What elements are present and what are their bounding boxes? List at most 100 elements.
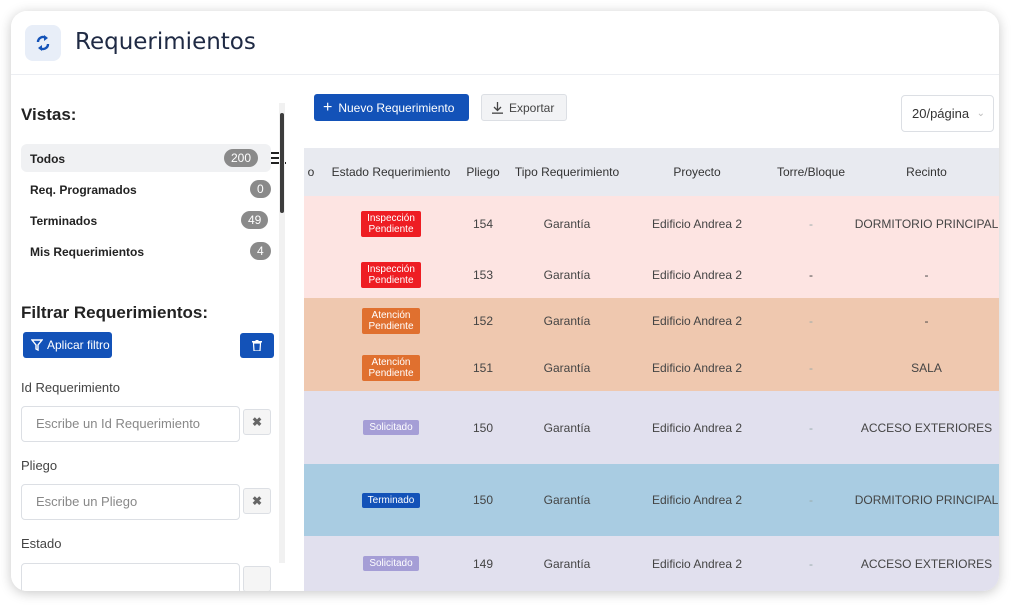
view-count-badge: 200	[224, 149, 259, 167]
cell-proyecto: Edificio Andrea 2	[651, 360, 743, 375]
cell-recinto: ACCESO EXTERIORES	[860, 420, 993, 435]
apply-filter-button[interactable]: Aplicar filtro	[23, 332, 112, 358]
funnel-icon	[31, 339, 43, 351]
status-badge-line: Terminado	[367, 494, 415, 506]
cell-tipo: Garantía	[543, 314, 591, 328]
estado-label: Estado	[21, 536, 62, 551]
cell-pliego: 152	[472, 314, 494, 328]
table-row[interactable]: Solicitado 149 Garantía Edificio Andrea 2 - A…	[304, 536, 999, 591]
cell-recinto: -	[924, 267, 929, 282]
column-header-estado[interactable]: Estado Requerimiento	[331, 165, 451, 179]
page-header: Requerimientos	[11, 11, 999, 75]
cell-torre: -	[809, 420, 813, 435]
status-badge-line: Inspección	[367, 212, 415, 224]
status-badge: Atención Pendiente	[362, 354, 420, 381]
column-header-recinto[interactable]: Recinto	[906, 165, 947, 179]
cell-torre: -	[809, 314, 813, 328]
status-badge-line: Solicitado	[369, 422, 413, 433]
status-badge-line: Pendiente	[368, 223, 414, 235]
cell-recinto: SALA	[911, 360, 942, 375]
plus-icon: +	[323, 98, 333, 116]
column-header-torre[interactable]: Torre/Bloque	[776, 165, 846, 179]
export-button[interactable]: Exportar	[481, 94, 567, 121]
apply-filter-label: Aplicar filtro	[47, 338, 110, 352]
cell-estado: Solicitado	[320, 391, 462, 464]
column-header-pliego[interactable]: Pliego	[466, 165, 500, 179]
page-size-value: 20/página	[912, 106, 970, 121]
view-item-req-programados[interactable]: Req. Programados 0	[21, 175, 271, 203]
table-row[interactable]: Inspección Pendiente 154 Garantía Edificio A…	[304, 196, 999, 251]
id-requerimiento-input[interactable]: Escribe un Id Requerimiento	[21, 406, 240, 442]
chevron-down-icon: ⌄	[976, 108, 985, 119]
cell-proyecto: Edificio Andrea 2	[651, 556, 743, 571]
id-requerimiento-label: Id Requerimiento	[21, 380, 120, 395]
pliego-input[interactable]: Escribe un Pliego	[21, 484, 240, 520]
status-badge-line: Solicitado	[369, 558, 413, 569]
table-row[interactable]: Atención Pendiente 151 Garantía Edificio And…	[304, 344, 999, 391]
status-badge: Inspección Pendiente	[361, 261, 421, 288]
cell-torre: -	[809, 216, 813, 231]
export-label: Exportar	[509, 100, 555, 115]
status-badge: Terminado	[361, 492, 421, 508]
cell-proyecto: Edificio Andrea 2	[651, 493, 743, 507]
column-header-tipo[interactable]: Tipo Requerimiento	[514, 165, 620, 179]
cell-torre: -	[809, 360, 813, 375]
cell-estado: Solicitado	[320, 536, 462, 591]
cell-tipo: Garantía	[543, 420, 591, 435]
pliego-label: Pliego	[21, 458, 58, 473]
cell-recinto: DORMITORIO PRINCIPAL	[854, 493, 999, 507]
cell-proyecto: Edificio Andrea 2	[651, 314, 743, 328]
app-window: Requerimientos Vistas: Todos 200 Req. Pr…	[11, 11, 999, 591]
table-row[interactable]: Terminado 150 Garantía Edificio Andrea 2 - DO…	[304, 464, 999, 536]
column-header-proyecto[interactable]: Proyecto	[673, 165, 721, 179]
download-icon	[492, 101, 503, 114]
table-row[interactable]: Inspección Pendiente 153 Garantía Edificio A…	[304, 251, 999, 298]
new-requirement-button[interactable]: + Nuevo Requerimiento	[314, 94, 469, 121]
filter-title: Filtrar Requerimientos:	[21, 303, 209, 322]
sidebar-scroll-thumb[interactable]	[280, 113, 284, 213]
status-badge: Solicitado	[363, 556, 419, 571]
sidebar-scrollbar[interactable]	[279, 103, 285, 563]
cell-tipo: Garantía	[543, 493, 591, 507]
refresh-arrows-icon	[25, 25, 61, 61]
cell-tipo: Garantía	[543, 360, 591, 375]
requirements-table: o Estado Requerimiento Pliego Tipo Reque…	[304, 148, 999, 591]
cell-recinto: -	[924, 314, 929, 328]
cell-pliego: 150	[472, 493, 494, 507]
view-item-todos[interactable]: Todos 200	[21, 144, 271, 172]
status-badge: Atención Pendiente	[362, 308, 420, 334]
views-title: Vistas:	[21, 105, 77, 124]
status-badge-line: Atención	[371, 310, 411, 321]
cell-pliego: 149	[472, 556, 494, 571]
view-item-mis-requerimientos[interactable]: Mis Requerimientos 4	[21, 237, 271, 265]
clear-filters-button[interactable]	[240, 333, 274, 358]
cell-pliego: 151	[472, 360, 494, 375]
new-requirement-label: Nuevo Requerimiento	[338, 100, 455, 115]
status-badge-line: Pendiente	[368, 367, 414, 379]
cell-estado: Inspección Pendiente	[320, 251, 462, 298]
cell-torre: -	[809, 267, 813, 282]
status-badge-line: Pendiente	[368, 321, 414, 332]
estado-input[interactable]	[21, 563, 240, 591]
view-item-terminados[interactable]: Terminados 49	[21, 206, 271, 234]
table-row[interactable]: Solicitado 150 Garantía Edificio Andrea 2 - A…	[304, 391, 999, 464]
cell-estado: Atención Pendiente	[320, 344, 462, 391]
table-row[interactable]: Atención Pendiente 152 Garantía Edificio And…	[304, 298, 999, 344]
cell-proyecto: Edificio Andrea 2	[651, 267, 743, 282]
collapse-menu-icon[interactable]	[270, 151, 286, 165]
clear-estado-button[interactable]	[243, 566, 271, 591]
view-label: Todos	[30, 152, 66, 166]
cell-recinto: DORMITORIO PRINCIPAL	[854, 216, 999, 231]
cell-tipo: Garantía	[543, 267, 591, 282]
page-size-select[interactable]: 20/página ⌄	[901, 95, 994, 132]
clear-id-button[interactable]: ✖	[243, 409, 271, 435]
cell-pliego: 154	[472, 216, 494, 231]
cell-estado: Atención Pendiente	[320, 298, 462, 344]
status-badge-line: Inspección	[367, 263, 415, 275]
view-count-badge: 49	[241, 211, 269, 229]
cell-torre: -	[809, 493, 813, 507]
view-label: Terminados	[30, 214, 98, 228]
view-count-badge: 4	[250, 242, 271, 260]
clear-pliego-button[interactable]: ✖	[243, 488, 271, 514]
status-badge: Solicitado	[363, 420, 419, 435]
